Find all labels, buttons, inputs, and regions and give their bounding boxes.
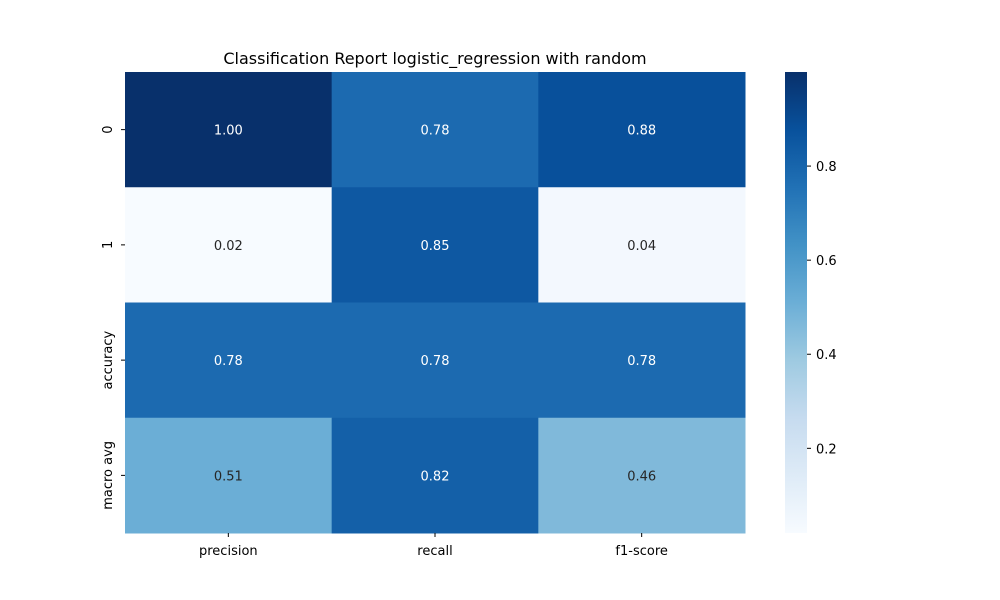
chart-title: Classification Report logistic_regressio…	[223, 49, 646, 69]
colorbar-tick-label: 0.8	[816, 160, 837, 175]
cell-label: 0.04	[627, 239, 656, 254]
cell-label: 0.82	[421, 469, 450, 484]
cell-label: 0.78	[421, 354, 450, 369]
y-tick-label: 1	[101, 241, 116, 249]
heatmap-cell	[331, 187, 539, 303]
heatmap-cell	[125, 187, 333, 303]
y-tick-label: accuracy	[101, 330, 116, 389]
cell-label: 0.51	[214, 469, 243, 484]
cell-label: 0.78	[214, 354, 243, 369]
cell-label: 0.85	[421, 239, 450, 254]
heatmap-cell	[331, 417, 539, 534]
cell-label: 0.46	[627, 469, 656, 484]
heatmap-cell	[125, 417, 333, 534]
heatmap-cell	[538, 417, 746, 534]
x-tick-label: recall	[417, 544, 452, 559]
heatmap-cell	[125, 302, 333, 419]
heatmap-cell	[538, 72, 746, 188]
y-tick-label: macro avg	[101, 441, 116, 510]
cell-label: 0.78	[421, 124, 450, 139]
colorbar-tick-label: 0.2	[816, 442, 837, 457]
heatmap-cell	[538, 187, 746, 303]
heatmap-cell	[538, 302, 746, 419]
cell-label: 1.00	[214, 124, 243, 139]
heatmap-cell	[331, 302, 539, 419]
colorbar	[785, 72, 807, 533]
heatmap-cell	[125, 72, 333, 188]
y-tick-label: 0	[101, 125, 116, 133]
colorbar-tick-label: 0.6	[816, 254, 837, 269]
cell-label: 0.02	[214, 239, 243, 254]
heatmap-cell	[331, 72, 539, 188]
x-tick-label: precision	[199, 544, 258, 559]
cell-label: 0.88	[627, 124, 656, 139]
colorbar-tick-label: 0.4	[816, 348, 837, 363]
cell-label: 0.78	[627, 354, 656, 369]
x-tick-label: f1-score	[615, 544, 667, 559]
